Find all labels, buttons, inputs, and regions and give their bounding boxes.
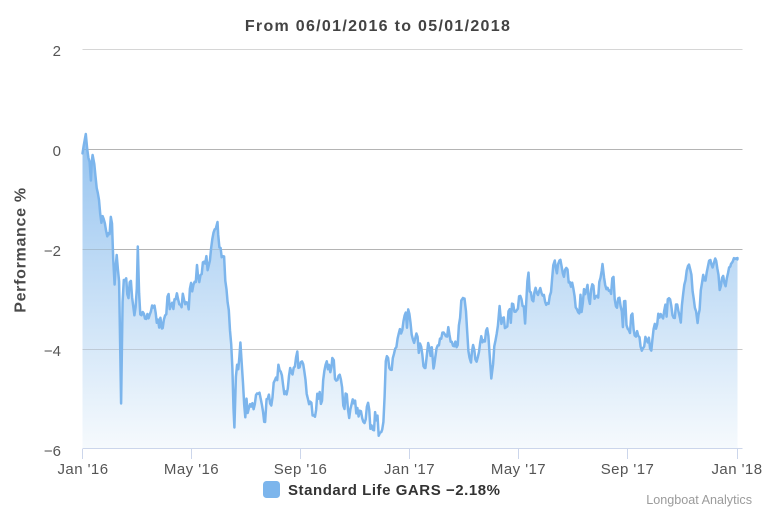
svg-text:Sep '16: Sep '16 (274, 461, 328, 478)
svg-text:May '16: May '16 (164, 461, 219, 478)
svg-text:Jan '18: Jan '18 (711, 461, 762, 478)
svg-text:0: 0 (53, 143, 61, 160)
svg-text:−4: −4 (44, 343, 61, 360)
svg-text:From 06/01/2016 to 05/01/2018: From 06/01/2016 to 05/01/2018 (245, 18, 511, 35)
svg-text:May '17: May '17 (491, 461, 546, 478)
svg-text:−2: −2 (44, 243, 61, 260)
svg-text:Jan '17: Jan '17 (384, 461, 435, 478)
svg-text:Longboat Analytics: Longboat Analytics (646, 493, 752, 507)
svg-text:2: 2 (53, 43, 61, 60)
svg-text:Performance %: Performance % (13, 187, 30, 313)
svg-text:Sep '17: Sep '17 (601, 461, 655, 478)
svg-text:−6: −6 (44, 443, 61, 460)
svg-text:Standard Life GARS −2.18%: Standard Life GARS −2.18% (288, 482, 501, 499)
svg-text:Jan '16: Jan '16 (57, 461, 108, 478)
